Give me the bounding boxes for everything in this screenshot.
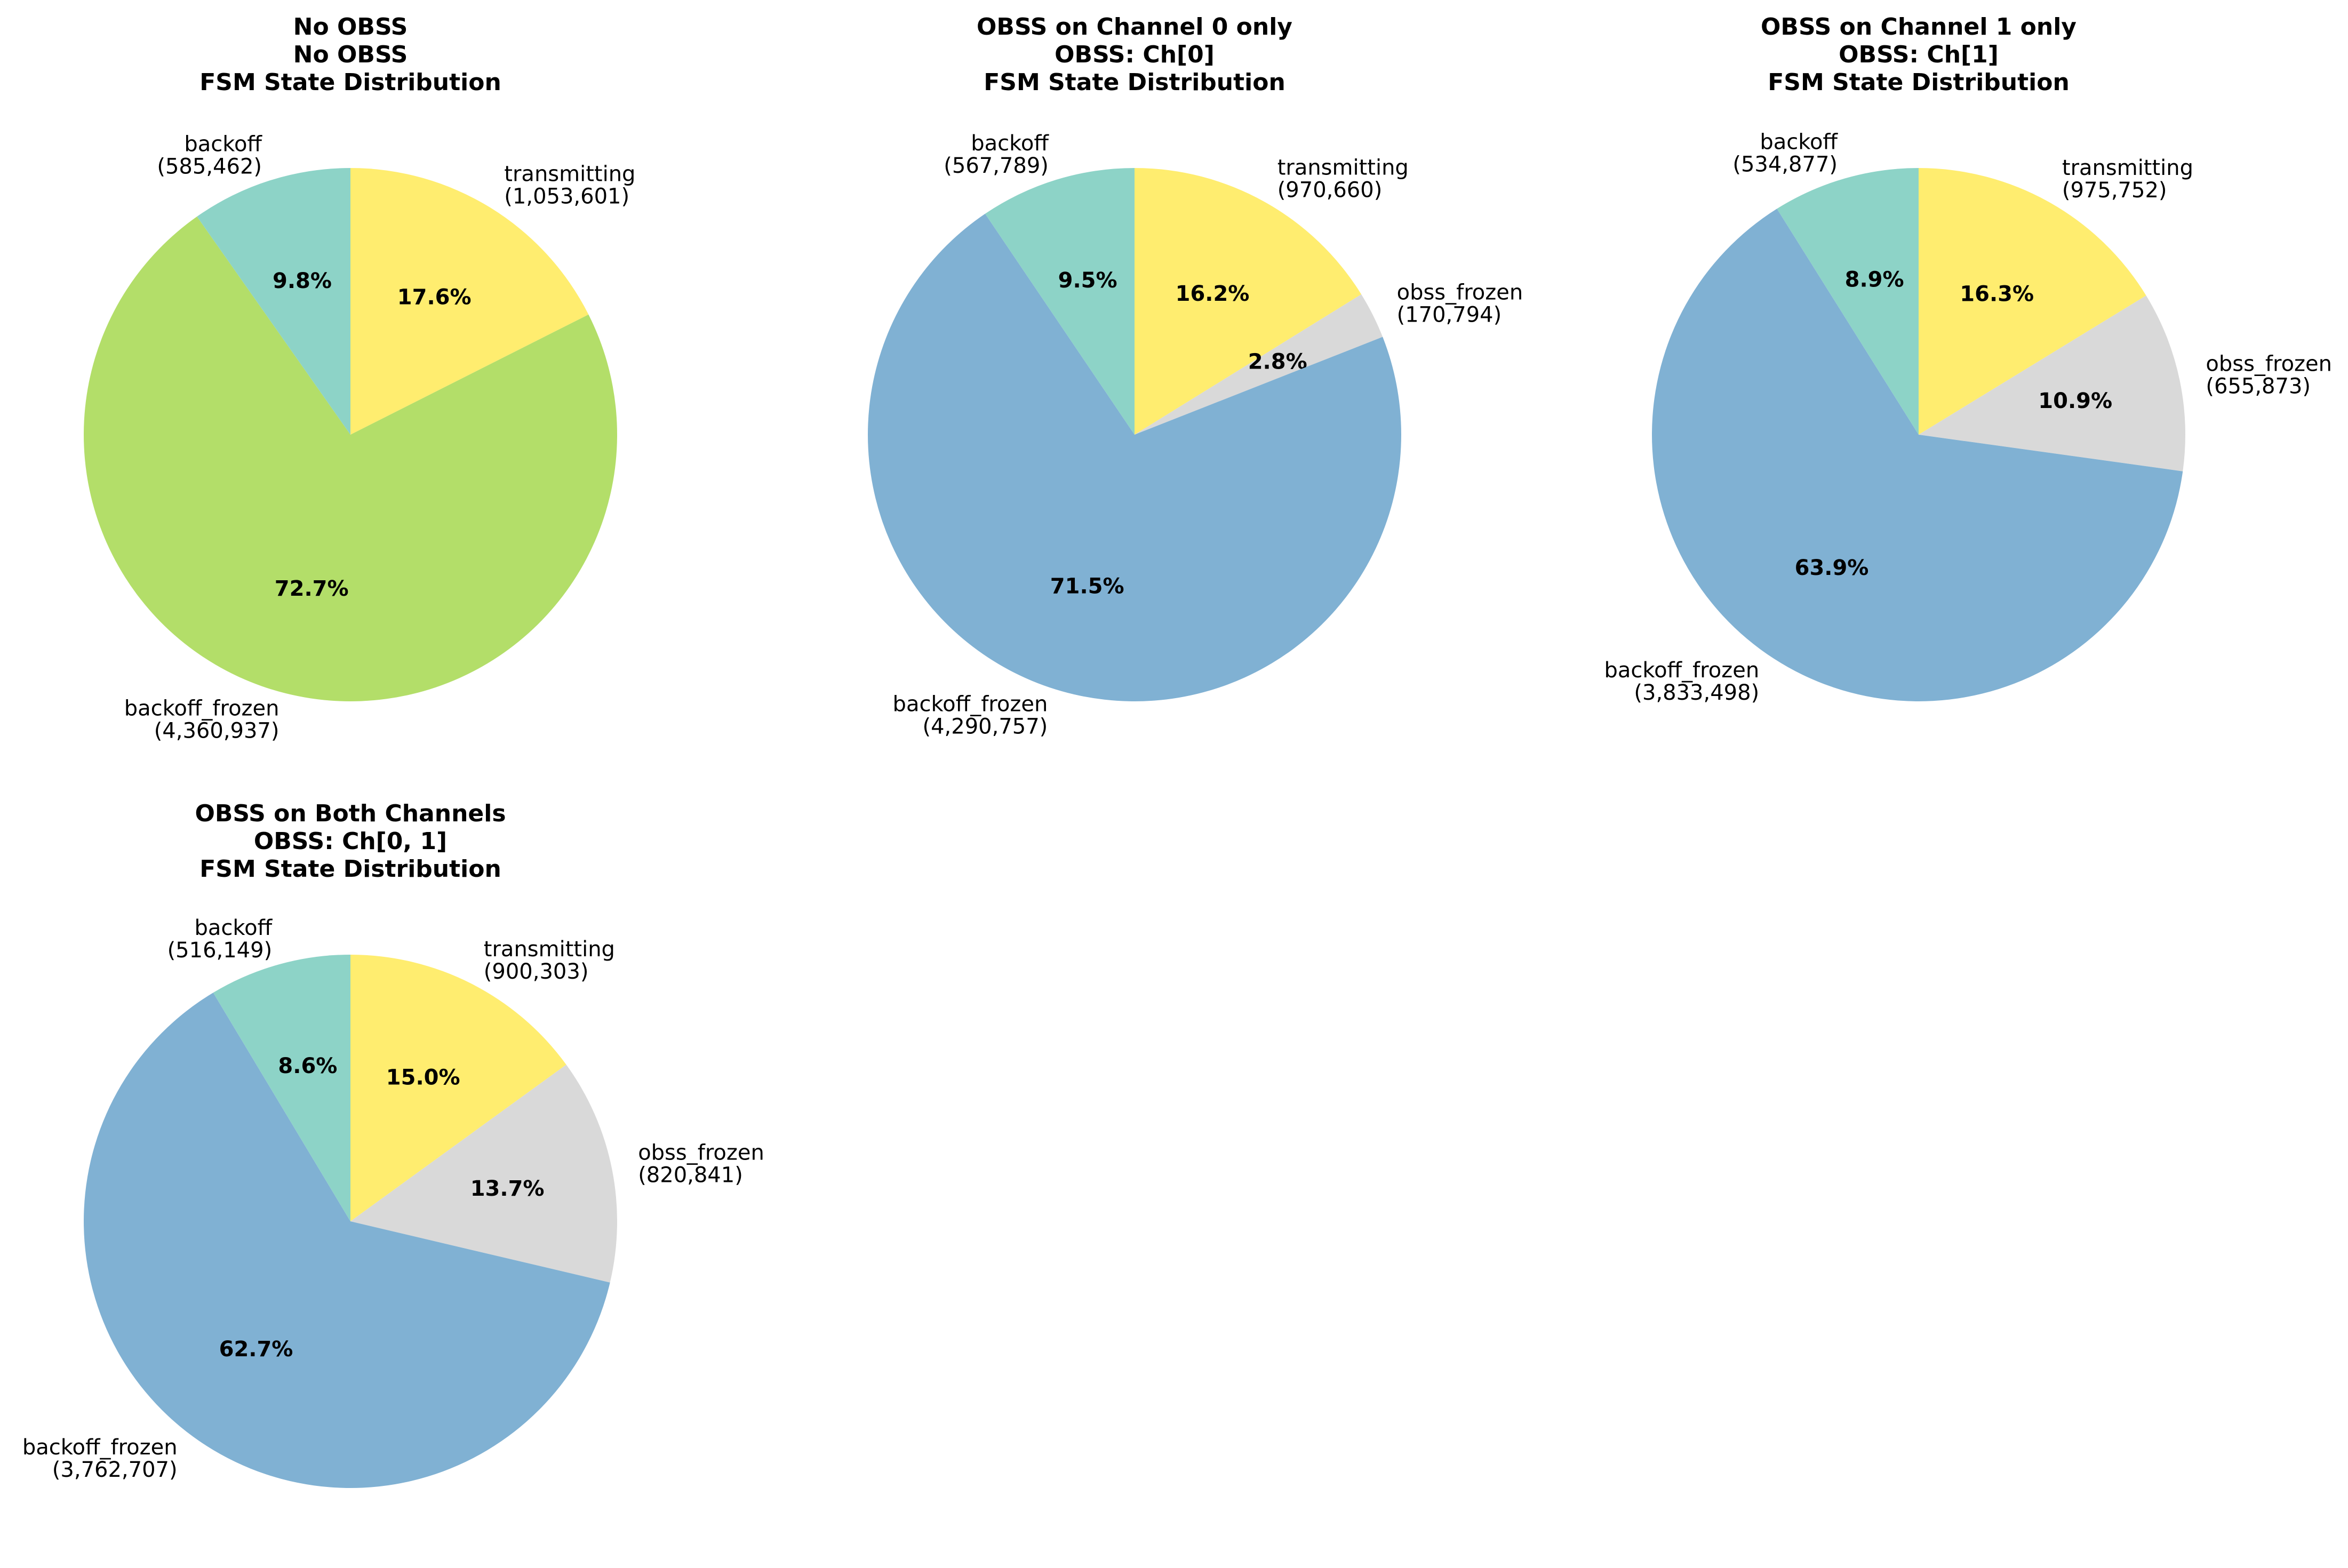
chart-title: No OBSS No OBSS FSM State Distribution [199,13,501,96]
slice-count-label: (3,833,498) [1634,681,1759,705]
slice-count-label: (170,794) [1397,302,1502,327]
pie-slice-transmitting [1919,168,2146,435]
chart-title: OBSS on Both Channels OBSS: Ch[0, 1] FSM S… [195,800,506,883]
pie-slice-backoff-frozen [1652,209,2183,701]
pie-slice-obss-frozen [1919,295,2186,471]
slice-name-label: backoff [195,916,273,940]
slice-outer-label: backoff (534,877) [1732,130,1838,177]
slice-count-label: (3,762,707) [52,1458,178,1482]
slice-percent-label: 15.0% [386,1066,460,1090]
slice-name-label: backoff_frozen [893,692,1048,716]
slice-percent-label: 62.7% [219,1337,293,1362]
slice-count-label: (900,303) [484,959,589,984]
slice-percent-label: 8.9% [1845,268,1904,292]
slice-outer-label: backoff_frozen (4,360,937) [124,697,279,743]
pie-slice-obss-frozen [350,1065,617,1283]
chart-title-line: No OBSS [293,13,408,41]
slice-outer-label: transmitting (970,660) [1277,156,1409,203]
pie-slice-backoff [213,955,350,1221]
chart-title-line: FSM State Distribution [1768,69,2070,96]
chart-title-line: No OBSS [293,41,408,68]
slice-name-label: transmitting [504,162,635,187]
pie-chart-4: OBSS on Both Channels OBSS: Ch[0, 1] FSM S… [22,800,764,1489]
slice-count-label: (655,873) [2206,374,2311,399]
chart-title-line: OBSS on Channel 0 only [977,13,1292,41]
slice-outer-label: transmitting (975,752) [2062,156,2193,203]
slice-percent-label: 16.3% [1960,282,2034,306]
chart-title-line: FSM State Distribution [984,69,1285,96]
pie-slice-transmitting [1135,168,1362,435]
slice-outer-label: backoff_frozen (4,290,757) [893,692,1048,739]
slice-outer-label: backoff_frozen (3,833,498) [1604,658,1759,705]
slice-outer-label: obss_frozen (820,841) [638,1141,764,1188]
slice-outer-label: transmitting (1,053,601) [504,162,635,209]
chart-title-line: OBSS on Channel 1 only [1761,13,2077,41]
pie-chart-3: OBSS on Channel 1 only OBSS: Ch[1] FSM Sta… [1604,13,2332,705]
chart-title-line: OBSS: Ch[0, 1] [254,828,447,855]
slice-name-label: transmitting [484,937,615,962]
slice-name-label: obss_frozen [1397,280,1523,305]
chart-title-line: OBSS: Ch[1] [1839,41,1999,68]
slice-count-label: (820,841) [638,1163,743,1188]
slice-outer-label: obss_frozen (655,873) [2206,352,2332,399]
slice-count-label: (1,053,601) [504,185,629,209]
slice-percent-label: 10.9% [2038,389,2112,413]
pie-slice-backoff [985,168,1135,435]
slice-percent-label: 9.8% [273,269,332,293]
chart-title: OBSS on Channel 0 only OBSS: Ch[0] FSM Sta… [977,13,1292,96]
pie-chart-1: No OBSS No OBSS FSM State Distribution17.6… [84,13,635,743]
chart-title: OBSS on Channel 1 only OBSS: Ch[1] FSM Sta… [1761,13,2077,96]
slice-percent-label: 17.6% [397,285,472,310]
slice-count-label: (585,462) [157,155,262,179]
slice-outer-label: backoff_frozen (3,762,707) [22,1435,178,1482]
chart-title-line: FSM State Distribution [199,69,501,96]
slice-count-label: (534,877) [1732,152,1838,177]
pie-slice-transmitting [350,168,589,435]
slice-outer-label: backoff (567,789) [944,131,1049,178]
slice-percent-label: 13.7% [470,1177,545,1201]
slice-outer-label: backoff (516,149) [167,916,273,963]
slice-outer-label: transmitting (900,303) [484,937,615,984]
chart-title-line: FSM State Distribution [199,855,501,883]
slice-count-label: (567,789) [944,154,1049,178]
slice-count-label: (975,752) [2062,178,2167,203]
slice-name-label: backoff_frozen [22,1435,178,1460]
slice-percent-label: 71.5% [1050,574,1124,599]
slice-count-label: (4,290,757) [923,714,1048,739]
slice-name-label: transmitting [1277,156,1409,180]
chart-title-line: OBSS: Ch[0] [1055,41,1215,68]
slice-percent-label: 2.8% [1248,350,1307,374]
slice-count-label: (516,149) [167,938,273,963]
slice-percent-label: 8.6% [278,1054,337,1078]
slice-name-label: backoff [971,131,1049,156]
slice-name-label: obss_frozen [638,1141,764,1165]
chart-title-line: OBSS on Both Channels [195,800,506,827]
slice-percent-label: 16.2% [1176,282,1250,306]
pie-chart-2: OBSS on Channel 0 only OBSS: Ch[0] FSM Sta… [868,13,1523,739]
slice-name-label: backoff_frozen [1604,658,1759,683]
pie-slice-backoff-frozen [868,213,1402,702]
slice-name-label: backoff [184,132,262,157]
slice-percent-label: 72.7% [275,577,349,601]
slice-count-label: (4,360,937) [154,719,279,743]
slice-percent-label: 63.9% [1795,556,1869,580]
pie-slice-backoff [197,168,350,435]
slice-percent-label: 9.5% [1058,268,1117,293]
slice-name-label: transmitting [2062,156,2193,180]
pie-slice-transmitting [350,955,566,1221]
slice-outer-label: backoff (585,462) [157,132,262,179]
slice-name-label: backoff [1760,130,1838,154]
slice-name-label: backoff_frozen [124,697,279,721]
slice-outer-label: obss_frozen (170,794) [1397,280,1523,327]
pie-slice-backoff-frozen [84,217,618,701]
pie-slice-backoff [1777,168,1919,435]
pie-slice-backoff-frozen [83,993,610,1489]
pie-slice-obss-frozen [1135,294,1383,435]
slice-name-label: obss_frozen [2206,352,2332,377]
slice-count-label: (970,660) [1277,178,1383,203]
